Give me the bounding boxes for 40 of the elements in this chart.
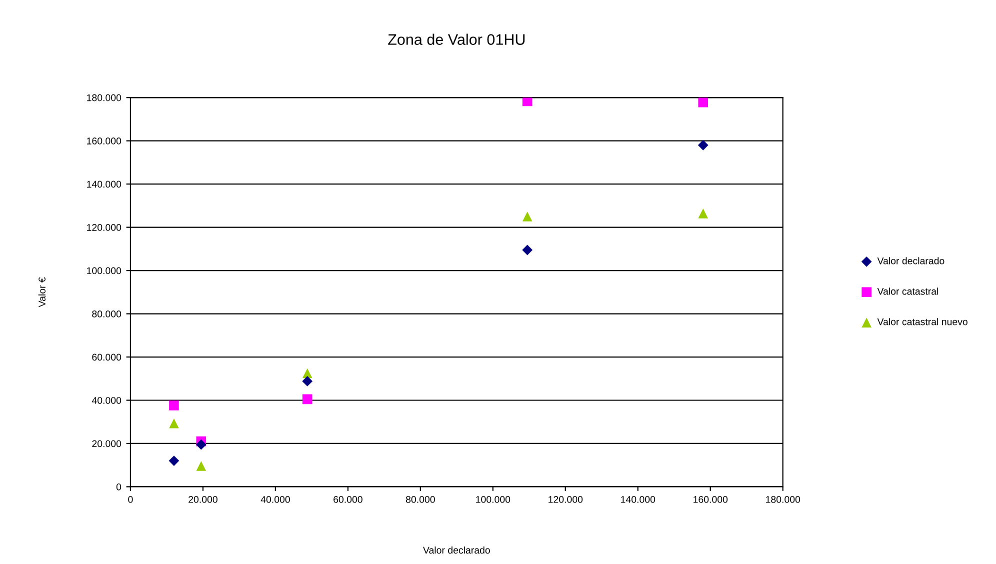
point: [522, 212, 532, 222]
x-tick-label: 140.000: [621, 496, 656, 503]
x-tick-label: 60.000: [334, 496, 362, 503]
point: [302, 368, 312, 378]
y-tick-label: 60.000: [92, 354, 122, 361]
point: [698, 140, 708, 150]
y-tick-label: 100.000: [87, 267, 122, 274]
y-tick-label: 40.000: [92, 396, 122, 404]
x-tick-label: 120.000: [548, 496, 583, 503]
x-tick-label: 40.000: [260, 496, 290, 503]
point: [169, 400, 179, 410]
y-tick-label: 160.000: [87, 138, 122, 144]
x-tick-label: 20.000: [188, 496, 218, 503]
y-tick-label: 80.000: [92, 310, 122, 318]
point: [302, 394, 312, 404]
legend-label: Valor catastral nuevo: [877, 318, 968, 326]
y-tick-label: 180.000: [87, 94, 122, 102]
point: [698, 208, 708, 218]
x-axis-title: Valor declarado: [423, 546, 490, 554]
point: [168, 456, 180, 466]
x-tick-label: 100.000: [476, 496, 510, 503]
y-tick-label: 0: [116, 483, 122, 490]
x-tick-label: 0: [128, 496, 133, 503]
x-tick-label: 160.000: [694, 496, 728, 503]
y-tick-label: 140.000: [87, 180, 122, 188]
legend-label: Valor declarado: [877, 257, 944, 264]
point: [196, 461, 206, 471]
point: [522, 244, 533, 256]
point: [302, 376, 313, 386]
y-tick-label: 20.000: [92, 440, 122, 448]
y-axis-title: Valor €: [38, 277, 46, 308]
y-tick-label: 120.000: [87, 224, 122, 231]
point: [522, 98, 532, 106]
chart-title: Zona de Valor 01HU: [388, 34, 525, 45]
x-tick-label: 80.000: [406, 496, 435, 503]
point: [169, 418, 179, 428]
legend-label: Valor catastral: [877, 288, 938, 295]
point: [698, 98, 708, 108]
point: [196, 439, 206, 450]
x-tick-label: 180.000: [766, 496, 800, 503]
